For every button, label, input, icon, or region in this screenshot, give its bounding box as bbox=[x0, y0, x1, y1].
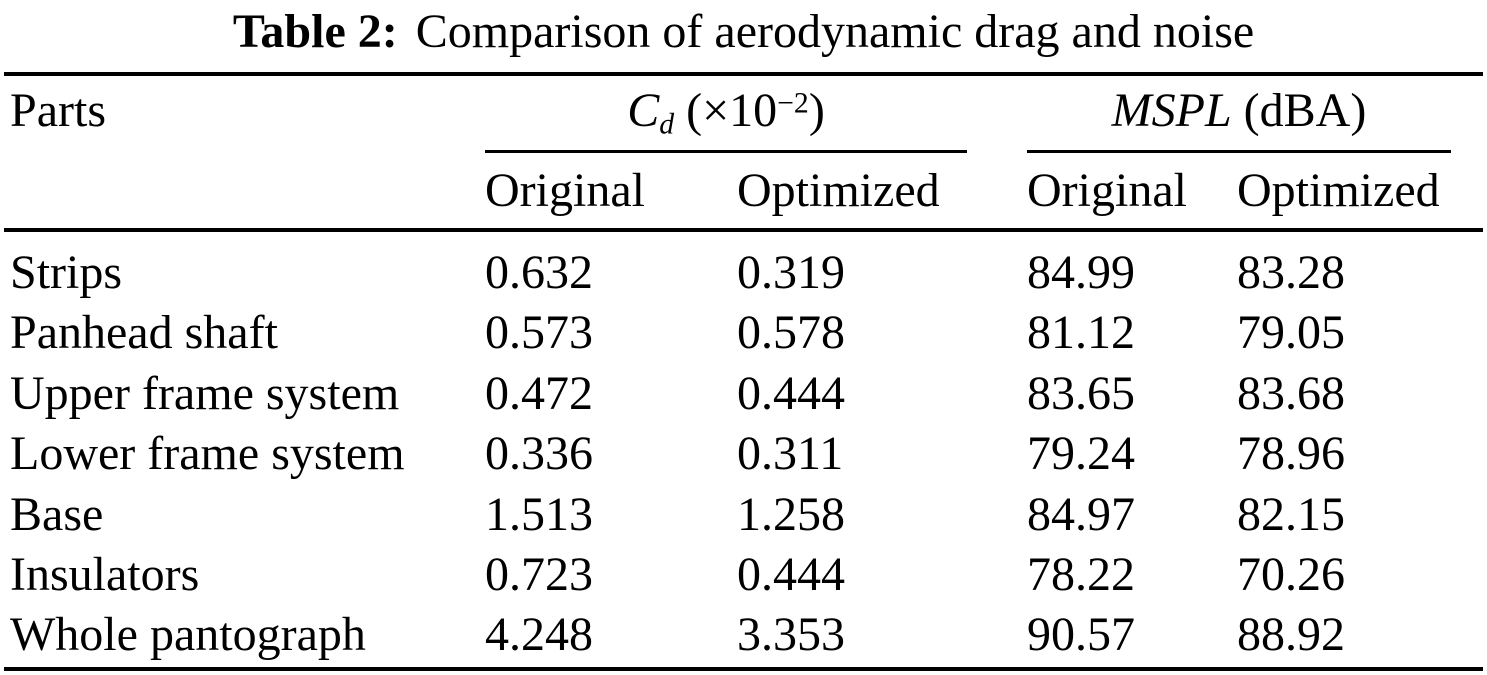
cell-mspl-original: 84.99 bbox=[1027, 246, 1135, 299]
corner-header-parts: Parts bbox=[10, 84, 106, 137]
cell-mspl-optimized: 88.92 bbox=[1237, 608, 1345, 661]
cell-mspl-original: 79.24 bbox=[1027, 427, 1135, 480]
cell-mspl-original: 84.97 bbox=[1027, 488, 1135, 541]
table-row: Whole pantograph 4.248 3.353 90.57 88.92 bbox=[0, 605, 1487, 665]
cd-group-rule bbox=[485, 150, 967, 153]
cell-mspl-original: 81.12 bbox=[1027, 306, 1135, 359]
subheader-cd-original: Original bbox=[485, 164, 645, 217]
cell-part: Strips bbox=[10, 246, 123, 299]
cell-cd-optimized: 0.578 bbox=[737, 306, 845, 359]
cell-part: Upper frame system bbox=[10, 367, 400, 420]
cell-part: Panhead shaft bbox=[10, 306, 278, 359]
cell-cd-optimized: 0.444 bbox=[737, 548, 845, 601]
cd-subscript: d bbox=[659, 107, 675, 141]
cell-part: Insulators bbox=[10, 548, 200, 601]
table-caption: Table 2: Comparison of aerodynamic drag a… bbox=[0, 2, 1487, 62]
cell-part: Lower frame system bbox=[10, 427, 405, 480]
cell-cd-original: 4.248 bbox=[485, 608, 593, 661]
cd-unit-suffix: ) bbox=[808, 84, 825, 137]
cell-mspl-optimized: 70.26 bbox=[1237, 548, 1345, 601]
table-caption-label: Table 2: bbox=[232, 5, 398, 58]
cell-mspl-optimized: 82.15 bbox=[1237, 488, 1345, 541]
group-header-mspl: MSPL (dBA) bbox=[1027, 87, 1451, 135]
cell-cd-optimized: 0.311 bbox=[737, 427, 844, 480]
subheader-mspl-original: Original bbox=[1027, 164, 1187, 217]
cell-cd-original: 0.472 bbox=[485, 367, 593, 420]
cell-cd-original: 0.723 bbox=[485, 548, 593, 601]
cell-part: Base bbox=[10, 488, 104, 541]
cell-mspl-original: 90.57 bbox=[1027, 608, 1135, 661]
table-bottom-rule bbox=[4, 667, 1483, 671]
cell-part: Whole pantograph bbox=[10, 608, 366, 661]
cell-mspl-original: 78.22 bbox=[1027, 548, 1135, 601]
cell-cd-original: 1.513 bbox=[485, 488, 593, 541]
group-header-cd: Cd (×10−2) bbox=[485, 84, 967, 139]
cell-cd-original: 0.573 bbox=[485, 306, 593, 359]
mspl-group-rule bbox=[1027, 150, 1451, 153]
cell-mspl-optimized: 83.68 bbox=[1237, 367, 1345, 420]
cd-symbol: C bbox=[627, 84, 660, 137]
table-row: Panhead shaft 0.573 0.578 81.12 79.05 bbox=[0, 303, 1487, 363]
cell-cd-optimized: 0.444 bbox=[737, 367, 845, 420]
cell-cd-original: 0.632 bbox=[485, 246, 593, 299]
table-row: Strips 0.632 0.319 84.99 83.28 bbox=[0, 243, 1487, 303]
cd-unit-prefix: (×10 bbox=[674, 84, 778, 137]
cell-cd-optimized: 1.258 bbox=[737, 488, 845, 541]
cell-cd-optimized: 3.353 bbox=[737, 608, 845, 661]
table-top-rule bbox=[4, 72, 1483, 76]
cell-mspl-original: 83.65 bbox=[1027, 367, 1135, 420]
subheader-row: Original Optimized Original Optimized bbox=[0, 160, 1487, 222]
table-caption-text: Comparison of aerodynamic drag and noise bbox=[415, 5, 1255, 58]
table-row: Upper frame system 0.472 0.444 83.65 83.… bbox=[0, 364, 1487, 424]
subheader-cd-optimized: Optimized bbox=[737, 164, 940, 217]
mspl-symbol: MSPL bbox=[1111, 84, 1232, 137]
table-row: Lower frame system 0.336 0.311 79.24 78.… bbox=[0, 424, 1487, 484]
cell-cd-optimized: 0.319 bbox=[737, 246, 845, 299]
table-mid-rule bbox=[4, 228, 1483, 232]
table-row: Insulators 0.723 0.444 78.22 70.26 bbox=[0, 545, 1487, 605]
subheader-mspl-optimized: Optimized bbox=[1237, 164, 1440, 217]
cell-mspl-optimized: 83.28 bbox=[1237, 246, 1345, 299]
group-header-row: Parts Cd (×10−2) MSPL (dBA) bbox=[0, 80, 1487, 142]
mspl-unit: (dBA) bbox=[1231, 84, 1367, 137]
cd-exponent: −2 bbox=[777, 86, 809, 120]
cell-mspl-optimized: 79.05 bbox=[1237, 306, 1345, 359]
cell-mspl-optimized: 78.96 bbox=[1237, 427, 1345, 480]
cell-cd-original: 0.336 bbox=[485, 427, 593, 480]
table-row: Base 1.513 1.258 84.97 82.15 bbox=[0, 485, 1487, 545]
